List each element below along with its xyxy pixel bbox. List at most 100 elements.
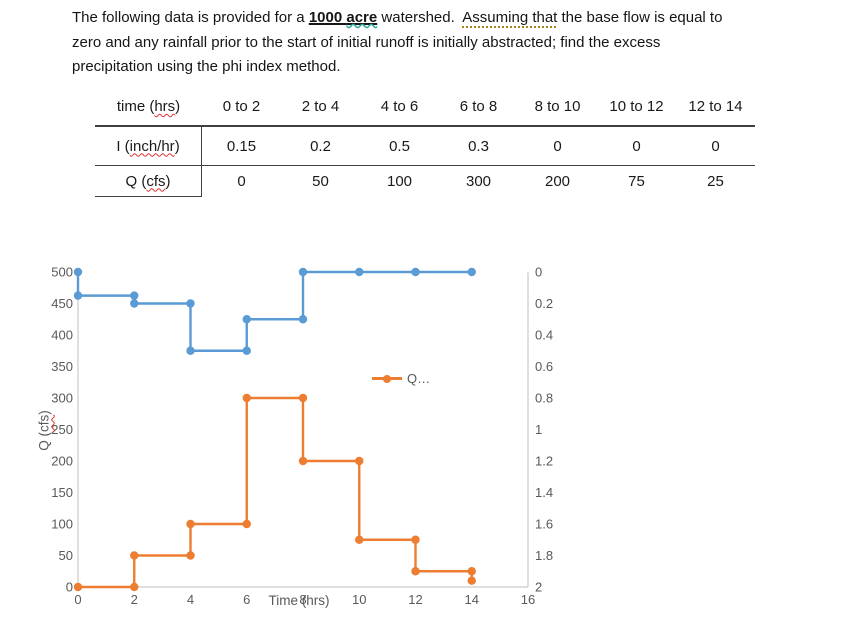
data-point-marker bbox=[355, 456, 364, 466]
y-left-tick-label: 150 bbox=[51, 485, 73, 500]
table-header-label: time (hrs) bbox=[95, 88, 202, 127]
data-point-marker bbox=[130, 551, 139, 560]
data-point-marker bbox=[411, 535, 420, 544]
y-axis-title-text: Q (cfs) bbox=[36, 410, 52, 451]
data-point-marker bbox=[298, 315, 308, 324]
x-tick-label: 6 bbox=[243, 592, 250, 607]
text-run: zero and any rainfall prior to the start… bbox=[72, 33, 661, 51]
x-tick-label: 4 bbox=[187, 592, 194, 607]
data-point-marker bbox=[186, 299, 195, 308]
data-point-marker bbox=[467, 567, 476, 576]
data-point-marker bbox=[242, 393, 251, 403]
table-cell: 0.2 bbox=[281, 127, 360, 166]
table-row-label: Q (cfs) bbox=[95, 166, 202, 197]
problem-statement: The following data is provided for a 100… bbox=[72, 6, 834, 80]
x-axis-title: Time (hrs) bbox=[268, 593, 330, 608]
data-point-marker bbox=[298, 456, 308, 466]
legend-line-marker-icon bbox=[372, 374, 402, 383]
table-cell: 0 bbox=[518, 127, 597, 166]
data-point-marker bbox=[130, 582, 139, 592]
table-cell: 200 bbox=[544, 173, 571, 190]
table-header-cell: 0 to 2 bbox=[202, 88, 281, 127]
hydrograph-chart: 500 450 400 350 300 250 200 150 100 50 0 0 0.2 0.4 0.6… bbox=[30, 248, 600, 630]
table-cell: 0.15 bbox=[202, 127, 281, 166]
data-point-marker bbox=[242, 519, 251, 529]
data-point-marker bbox=[242, 315, 251, 324]
y-right-tick-label: 1.2 bbox=[535, 454, 553, 469]
data-point-marker bbox=[73, 267, 83, 277]
y-right-tick-label: 1 bbox=[535, 422, 542, 437]
table-cell: 25 bbox=[707, 173, 724, 190]
text-run: the base flow is equal to bbox=[557, 9, 723, 26]
x-tick-label: 10 bbox=[352, 592, 366, 607]
spellcheck-flag: acre bbox=[346, 9, 378, 26]
table-cell: 75 bbox=[628, 173, 645, 190]
data-point-marker bbox=[242, 346, 251, 355]
y-left-tick-label: 250 bbox=[51, 422, 73, 437]
table-cell: 0 bbox=[676, 127, 755, 166]
x-tick-label: 0 bbox=[74, 592, 81, 607]
legend-dot-icon bbox=[383, 374, 391, 383]
data-point-marker bbox=[355, 535, 364, 544]
y-right-tick-label: 1.4 bbox=[535, 485, 553, 500]
text-run: The following data is provided for a bbox=[72, 9, 309, 26]
data-point-marker bbox=[130, 299, 139, 308]
table-cell: 300 bbox=[465, 173, 492, 190]
y-right-tick-label: 1.6 bbox=[535, 517, 553, 532]
acreage-bold: 1000 acre bbox=[309, 9, 377, 26]
y-right-tick-label: 1.8 bbox=[535, 548, 553, 563]
spellcheck-flag: hrs bbox=[154, 98, 176, 115]
table-cell: 0 bbox=[597, 127, 676, 166]
y-left-tick-label: 0 bbox=[66, 580, 73, 595]
table-row-label: I (inch/hr) bbox=[95, 127, 202, 166]
data-point-marker bbox=[411, 267, 420, 277]
text-run: watershed. bbox=[377, 9, 463, 26]
text-run: 1000 bbox=[308, 9, 347, 26]
data-point-marker bbox=[298, 267, 308, 277]
y-left-tick-label: 400 bbox=[51, 328, 73, 343]
data-point-marker bbox=[355, 267, 364, 277]
y-left-tick-label: 350 bbox=[51, 359, 73, 374]
y-right-tick-label: 0.4 bbox=[535, 328, 553, 343]
y-left-tick-label: 100 bbox=[51, 517, 73, 532]
y-left-tick-label: 300 bbox=[51, 391, 73, 406]
table-header-cell: 4 to 6 bbox=[360, 88, 439, 127]
y-left-tick-label: 200 bbox=[51, 454, 73, 469]
data-point-marker bbox=[186, 346, 195, 355]
data-point-marker bbox=[73, 582, 83, 592]
table-header-cell: 2 to 4 bbox=[281, 88, 360, 127]
y-right-tick-label: 0.2 bbox=[535, 296, 553, 311]
data-point-marker bbox=[130, 291, 139, 300]
spellcheck-flag: cfs bbox=[146, 172, 166, 190]
table-header-cell: 6 to 8 bbox=[439, 88, 518, 127]
table-header-cell: 8 to 10 bbox=[518, 88, 597, 127]
legend-label: Q… bbox=[407, 371, 431, 386]
y-axis-title: Q (cfs) bbox=[36, 400, 53, 462]
table-cell: 0 bbox=[237, 173, 246, 190]
chart-legend: Q… bbox=[372, 371, 430, 386]
data-point-marker bbox=[298, 393, 308, 403]
table-cell: 50 bbox=[312, 173, 329, 190]
data-point-marker bbox=[186, 551, 195, 560]
spellcheck-flag: cfs bbox=[36, 414, 52, 433]
y-right-tick-label: 0 bbox=[535, 265, 542, 280]
x-tick-label: 16 bbox=[521, 592, 535, 607]
data-point-marker bbox=[73, 291, 83, 300]
series-line bbox=[76, 396, 473, 589]
x-tick-label: 2 bbox=[131, 592, 138, 607]
table-cell: 0.5 bbox=[360, 127, 439, 166]
chart-canvas: 50045040035030025020015010050000.20.40.6… bbox=[51, 265, 553, 608]
x-tick-label: 12 bbox=[408, 592, 422, 607]
grammar-flag: Assuming that bbox=[462, 9, 558, 26]
data-point-marker bbox=[186, 519, 195, 529]
y-right-tick-label: 0.8 bbox=[535, 391, 553, 406]
y-left-tick-label: 450 bbox=[51, 296, 73, 311]
y-left-tick-label: 500 bbox=[51, 265, 73, 280]
x-tick-label: 8 bbox=[299, 592, 306, 607]
data-point-marker bbox=[411, 567, 420, 576]
table-header-cell: 12 to 14 bbox=[676, 88, 755, 127]
y-left-tick-label: 50 bbox=[59, 548, 73, 563]
series-line bbox=[76, 270, 473, 352]
